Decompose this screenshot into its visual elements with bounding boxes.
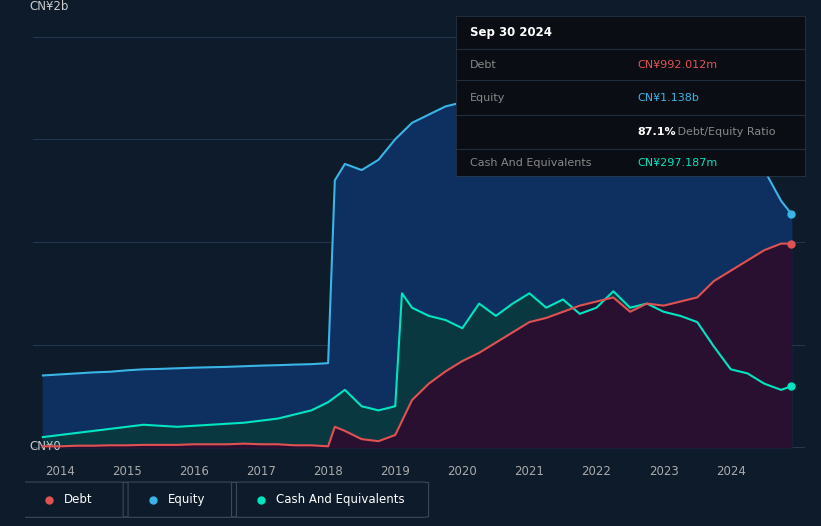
Text: 87.1%: 87.1% <box>637 127 676 137</box>
Text: Sep 30 2024: Sep 30 2024 <box>470 26 552 39</box>
Text: Debt/Equity Ratio: Debt/Equity Ratio <box>674 127 775 137</box>
Text: Debt: Debt <box>64 493 93 506</box>
Text: CN¥2b: CN¥2b <box>29 1 68 13</box>
Text: Debt: Debt <box>470 60 497 70</box>
Text: Equity: Equity <box>167 493 205 506</box>
Text: Cash And Equivalents: Cash And Equivalents <box>276 493 405 506</box>
Text: CN¥297.187m: CN¥297.187m <box>637 158 718 168</box>
Text: Cash And Equivalents: Cash And Equivalents <box>470 158 591 168</box>
Text: CN¥1.138b: CN¥1.138b <box>637 93 699 103</box>
Text: CN¥0: CN¥0 <box>29 440 61 453</box>
Text: Equity: Equity <box>470 93 505 103</box>
Text: CN¥992.012m: CN¥992.012m <box>637 60 718 70</box>
